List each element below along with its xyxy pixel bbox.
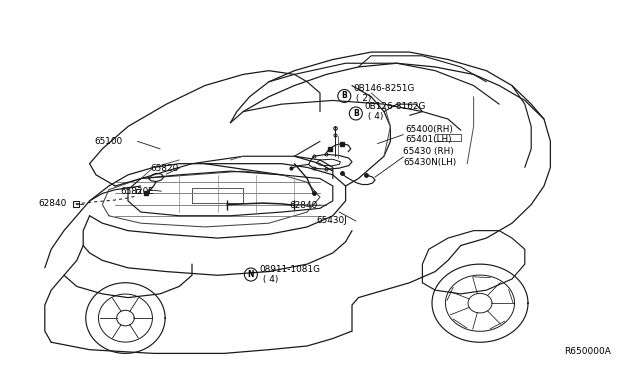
Text: 62840: 62840 — [38, 199, 67, 208]
Text: 62840: 62840 — [289, 201, 317, 210]
Text: R650000A: R650000A — [564, 347, 611, 356]
Text: N: N — [248, 270, 254, 279]
Text: 65820E: 65820E — [120, 187, 154, 196]
Text: B: B — [353, 109, 358, 118]
Text: 65100: 65100 — [95, 137, 123, 146]
Text: 0B146-8251G
 ( 2): 0B146-8251G ( 2) — [353, 84, 415, 103]
Text: 65400(RH)
65401(LH): 65400(RH) 65401(LH) — [406, 125, 454, 144]
Text: 0B126-8162G
 ( 4): 0B126-8162G ( 4) — [365, 102, 426, 121]
Text: 65430 (RH)
65430N(LH): 65430 (RH) 65430N(LH) — [403, 147, 456, 167]
Text: 08911-1081G
 ( 4): 08911-1081G ( 4) — [260, 265, 321, 284]
Text: 65430J: 65430J — [316, 217, 347, 225]
Text: 65820: 65820 — [150, 164, 179, 173]
Text: B: B — [342, 92, 347, 100]
